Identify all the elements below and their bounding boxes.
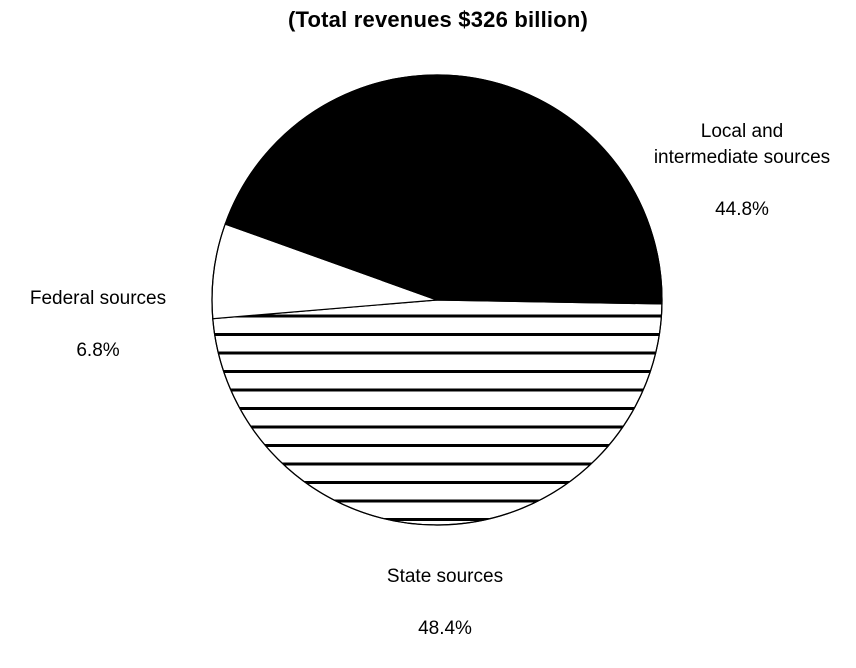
- slice-label-federal: Federal sources 6.8%: [0, 260, 198, 390]
- slice-value-federal: 6.8%: [76, 340, 120, 361]
- slice-label-state: State sources 48.4%: [330, 538, 560, 668]
- slice-label-local: Local and intermediate sources 44.8%: [612, 93, 856, 249]
- slice-value-local: 44.8%: [715, 199, 769, 220]
- slice-name-local: Local and intermediate sources: [653, 121, 831, 168]
- slice-name-state: State sources: [386, 566, 504, 587]
- chart-title: (Total revenues $326 billion): [287, 7, 589, 32]
- slice-name-federal: Federal sources: [29, 288, 167, 309]
- slice-value-state: 48.4%: [418, 618, 472, 639]
- pie-outline: [211, 74, 663, 526]
- slice-state: [212, 299, 663, 526]
- pie-chart: [211, 74, 663, 526]
